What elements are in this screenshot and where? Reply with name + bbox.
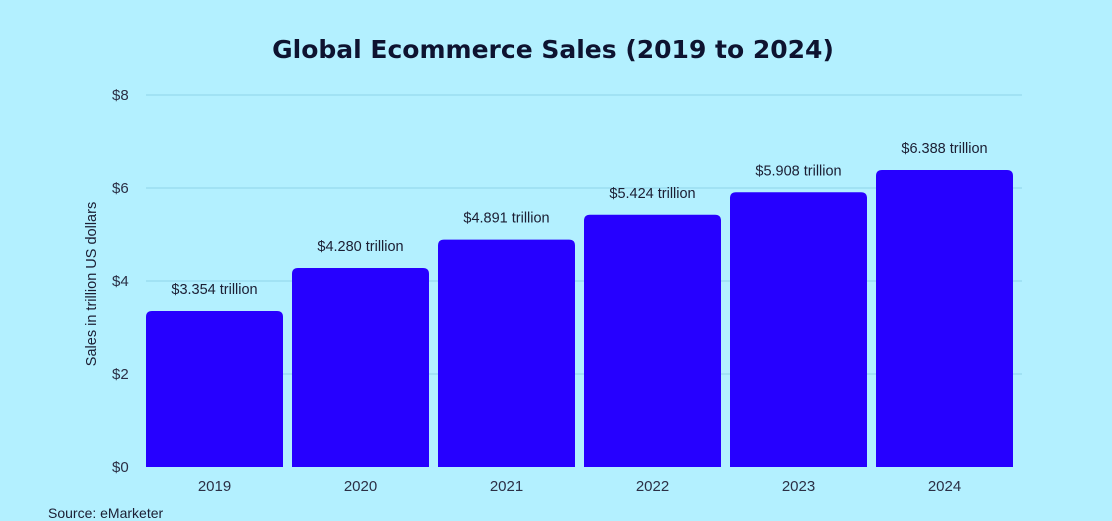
y-tick-label: $6 (112, 180, 129, 197)
x-tick-label: 2024 (928, 478, 961, 495)
bar-2022 (584, 214, 721, 467)
data-label: $5.908 trillion (755, 163, 841, 179)
chart-title: Global Ecommerce Sales (2019 to 2024) (272, 35, 834, 64)
y-tick-label: $8 (112, 87, 129, 104)
y-axis-ticks: $0 $2 $4 $6 $8 (112, 87, 129, 476)
x-tick-label: 2020 (344, 478, 377, 495)
bar-2021 (438, 239, 575, 467)
bars (146, 169, 1013, 467)
data-label: $4.891 trillion (463, 211, 549, 227)
bar-2023 (730, 192, 867, 467)
y-axis-label: Sales in trillion US dollars (84, 202, 100, 366)
x-tick-label: 2021 (490, 478, 523, 495)
data-label: $6.388 trillion (901, 141, 987, 157)
x-tick-label: 2023 (782, 478, 815, 495)
data-label: $5.424 trillion (609, 186, 695, 202)
x-tick-label: 2022 (636, 478, 669, 495)
x-axis-ticks: 2019 2020 2021 2022 2023 2024 (198, 478, 961, 495)
source-note: Source: eMarketer (48, 505, 163, 521)
data-label: $3.354 trillion (171, 282, 257, 298)
data-label: $4.280 trillion (317, 239, 403, 255)
x-tick-label: 2019 (198, 478, 231, 495)
y-tick-label: $4 (112, 273, 129, 290)
bar-2024 (876, 169, 1013, 467)
y-tick-label: $2 (112, 366, 129, 383)
bar-2019 (146, 311, 283, 467)
data-labels: $3.354 trillion $4.280 trillion $4.891 tri… (171, 141, 987, 298)
y-tick-label: $0 (112, 459, 129, 476)
bar-2020 (292, 267, 429, 467)
